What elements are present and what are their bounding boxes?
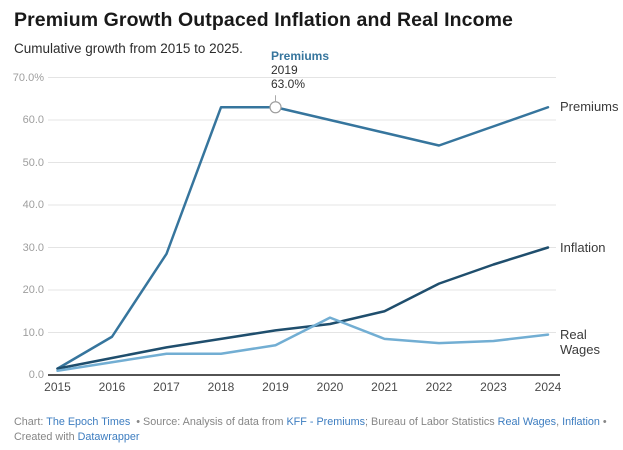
annotation-label: Premiums 2019 63.0% [271, 49, 329, 91]
y-tick-label: 70.0% [12, 71, 44, 84]
footer-line: Chart: The Epoch Times • Source: Analysi… [14, 415, 620, 430]
y-tick-label: 50.0 [22, 156, 44, 169]
footer-link-kff-premiums[interactable]: KFF - Premiums [286, 416, 366, 428]
footer-text: • Source: Analysis of data from [130, 416, 287, 428]
footer-line: Created with Datawrapper [14, 430, 620, 445]
footer-link-real-wages[interactable]: Real Wages [497, 416, 557, 428]
series-label-premiums: Premiums [560, 99, 619, 115]
y-tick-label: 0.0 [28, 369, 44, 381]
x-tick-label: 2016 [98, 380, 126, 394]
y-tick-label: 10.0 [22, 326, 44, 339]
footer-text: , [556, 416, 563, 428]
chart-subtitle: Cumulative growth from 2015 to 2025. [14, 41, 243, 56]
annotation-series-name: Premiums [271, 49, 330, 63]
footer-text: ; Bureau of Labor Statistics [365, 416, 498, 428]
x-tick-label: 2015 [44, 380, 71, 394]
series-label-inflation: Inflation [560, 239, 606, 255]
annotation-year: 2019 [271, 63, 298, 77]
x-tick-label: 2021 [371, 380, 398, 394]
series-line-premiums[interactable] [56, 106, 550, 370]
footer: Chart: The Epoch Times • Source: Analysi… [14, 415, 620, 444]
series-line-inflation[interactable] [56, 246, 550, 370]
y-tick-label: 60.0 [22, 114, 44, 126]
footer-text: • [599, 416, 607, 428]
x-tick-label: 2020 [316, 380, 344, 394]
annotation-marker[interactable] [269, 101, 282, 114]
footer-link-datawrapper[interactable]: Datawrapper [77, 430, 140, 443]
footer-text: Created with [14, 430, 78, 443]
chart-title: Premium Growth Outpaced Inflation and Re… [14, 9, 513, 31]
x-tick-label: 2017 [153, 380, 180, 394]
x-tick-label: 2023 [480, 380, 507, 394]
x-tick-label: 2022 [425, 380, 453, 394]
footer-text: Chart: [14, 416, 47, 428]
x-tick-label: 2018 [207, 380, 235, 394]
annotation-value: 63.0% [271, 77, 306, 91]
footer-link-inflation[interactable]: Inflation [562, 416, 600, 428]
y-tick-label: 20.0 [22, 284, 44, 296]
y-tick-label: 40.0 [22, 199, 44, 211]
y-tick-label: 30.0 [22, 241, 44, 254]
series-label-real-wages: Real Wages [560, 326, 600, 357]
footer-link-the-epoch-times[interactable]: The Epoch Times [46, 416, 131, 428]
x-tick-label: 2019 [262, 380, 289, 394]
series-line-real-wages[interactable] [56, 316, 550, 372]
x-tick-label: 2024 [534, 380, 562, 394]
